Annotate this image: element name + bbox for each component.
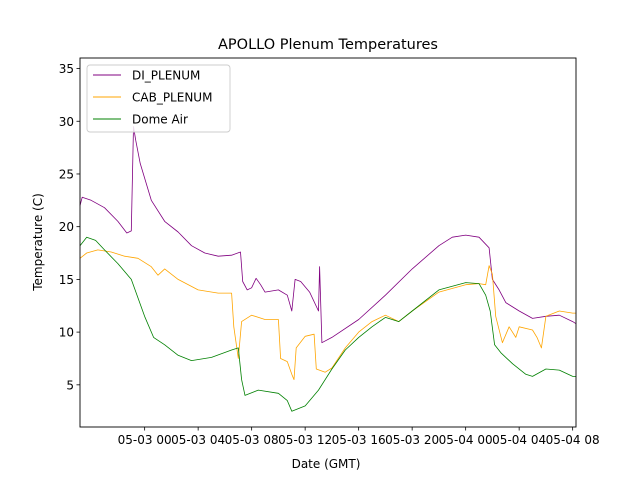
y-tick-label: 25 [59, 167, 74, 181]
y-tick-label: 15 [59, 273, 74, 287]
x-axis-label: Date (GMT) [292, 457, 361, 471]
x-tick-label: 05-03 08 [225, 433, 279, 447]
x-tick-label: 05-03 20 [385, 433, 439, 447]
series-layer [79, 126, 577, 412]
x-tick-label: 05-03 16 [332, 433, 386, 447]
series-line-1 [79, 249, 576, 380]
y-tick-label: 30 [59, 115, 74, 129]
legend-entries: DI_PLENUM CAB_PLENUM Dome Air [93, 69, 212, 127]
legend-label-0: DI_PLENUM [132, 69, 200, 83]
chart-title: APOLLO Plenum Temperatures [218, 37, 438, 53]
x-tick-label: 05-03 00 [118, 433, 172, 447]
plot-frame [79, 57, 577, 428]
legend-label-2: Dome Air [132, 113, 188, 127]
series-line-2 [79, 236, 576, 412]
legend-box [86, 64, 231, 133]
x-tick-label: 05-04 08 [546, 433, 600, 447]
x-tick-label: 05-03 12 [278, 433, 332, 447]
x-tick-label: 05-04 00 [439, 433, 493, 447]
x-axis: 05-03 00 05-03 04 05-03 08 05-03 12 05-03 16… [118, 427, 600, 447]
series-line-0 [79, 126, 577, 344]
y-tick-label: 10 [59, 326, 74, 340]
y-tick-label: 5 [66, 378, 74, 392]
y-tick-label: 20 [59, 220, 74, 234]
legend-label-1: CAB_PLENUM [132, 91, 212, 105]
legend: DI_PLENUM CAB_PLENUM Dome Air [86, 64, 231, 133]
x-tick-label: 05-03 04 [171, 433, 225, 447]
y-axis: 5 10 15 20 25 30 35 [59, 62, 80, 392]
y-axis-label: Temperature (C) [31, 193, 45, 292]
x-tick-label: 05-04 04 [492, 433, 546, 447]
y-tick-label: 35 [59, 62, 74, 76]
